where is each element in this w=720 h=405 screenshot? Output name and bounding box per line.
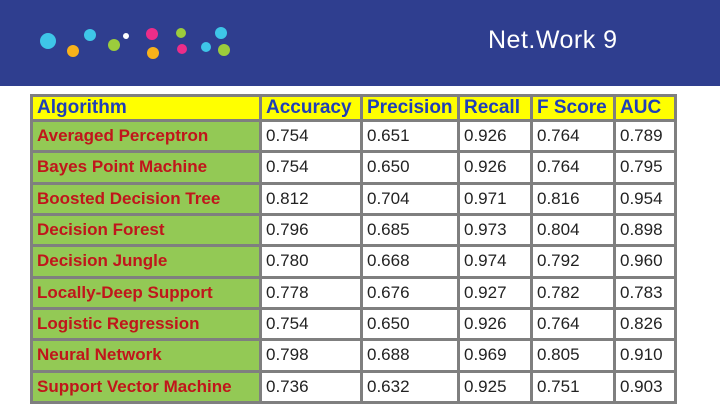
f-score-cell: 0.751: [533, 372, 613, 401]
f-score-cell: 0.804: [533, 215, 613, 245]
table-row: Support Vector Machine 0.736 0.632 0.925…: [33, 372, 674, 401]
algorithm-cell: Boosted Decision Tree: [33, 184, 259, 213]
dot: [201, 42, 211, 52]
decorative-dots-logo: [40, 27, 230, 59]
recall-cell: 0.926: [460, 153, 530, 182]
f-score-cell: 0.764: [533, 153, 613, 182]
header-precision: Precision: [363, 97, 457, 119]
dot: [215, 27, 227, 39]
accuracy-cell: 0.812: [262, 184, 360, 213]
f-score-cell: 0.764: [533, 309, 613, 339]
f-score-cell: 0.792: [533, 247, 613, 276]
algorithm-cell: Support Vector Machine: [33, 372, 259, 401]
precision-cell: 0.688: [363, 341, 457, 370]
recall-cell: 0.971: [460, 184, 530, 213]
algorithm-cell: Neural Network: [33, 341, 259, 370]
recall-cell: 0.973: [460, 215, 530, 245]
accuracy-cell: 0.798: [262, 341, 360, 370]
accuracy-cell: 0.796: [262, 215, 360, 245]
table-row: Decision Jungle 0.780 0.668 0.974 0.792 …: [33, 247, 674, 276]
auc-cell: 0.789: [616, 122, 674, 151]
table-row: Decision Forest 0.796 0.685 0.973 0.804 …: [33, 215, 674, 245]
accuracy-cell: 0.736: [262, 372, 360, 401]
recall-cell: 0.926: [460, 122, 530, 151]
dot: [40, 33, 56, 49]
table-row: Locally-Deep Support 0.778 0.676 0.927 0…: [33, 278, 674, 307]
table-row: Logistic Regression 0.754 0.650 0.926 0.…: [33, 309, 674, 339]
precision-cell: 0.651: [363, 122, 457, 151]
table-row: Neural Network 0.798 0.688 0.969 0.805 0…: [33, 341, 674, 370]
table-row: Boosted Decision Tree 0.812 0.704 0.971 …: [33, 184, 674, 213]
auc-cell: 0.960: [616, 247, 674, 276]
accuracy-cell: 0.778: [262, 278, 360, 307]
f-score-cell: 0.805: [533, 341, 613, 370]
auc-cell: 0.910: [616, 341, 674, 370]
algorithm-cell: Decision Jungle: [33, 247, 259, 276]
accuracy-cell: 0.754: [262, 122, 360, 151]
dot: [147, 47, 159, 59]
auc-cell: 0.795: [616, 153, 674, 182]
header-recall: Recall: [460, 97, 530, 119]
dot: [108, 39, 120, 51]
precision-cell: 0.668: [363, 247, 457, 276]
precision-cell: 0.685: [363, 215, 457, 245]
dot: [67, 45, 79, 57]
auc-cell: 0.783: [616, 278, 674, 307]
f-score-cell: 0.782: [533, 278, 613, 307]
recall-cell: 0.974: [460, 247, 530, 276]
slide-title: Net.Work 9: [488, 26, 618, 54]
precision-cell: 0.632: [363, 372, 457, 401]
auc-cell: 0.903: [616, 372, 674, 401]
dot: [84, 29, 96, 41]
header-auc: AUC: [616, 97, 674, 119]
algorithm-cell: Decision Forest: [33, 215, 259, 245]
precision-cell: 0.650: [363, 153, 457, 182]
header-f-score: F Score: [533, 97, 613, 119]
precision-cell: 0.676: [363, 278, 457, 307]
results-table-container: Algorithm Accuracy Precision Recall F Sc…: [30, 94, 677, 404]
recall-cell: 0.927: [460, 278, 530, 307]
precision-cell: 0.650: [363, 309, 457, 339]
auc-cell: 0.954: [616, 184, 674, 213]
recall-cell: 0.925: [460, 372, 530, 401]
f-score-cell: 0.816: [533, 184, 613, 213]
auc-cell: 0.898: [616, 215, 674, 245]
algorithm-cell: Averaged Perceptron: [33, 122, 259, 151]
table-row: Averaged Perceptron 0.754 0.651 0.926 0.…: [33, 122, 674, 151]
algorithm-cell: Bayes Point Machine: [33, 153, 259, 182]
accuracy-cell: 0.780: [262, 247, 360, 276]
title-banner: Net.Work 9: [0, 0, 720, 86]
recall-cell: 0.926: [460, 309, 530, 339]
accuracy-cell: 0.754: [262, 153, 360, 182]
table-header-row: Algorithm Accuracy Precision Recall F Sc…: [33, 97, 674, 119]
precision-cell: 0.704: [363, 184, 457, 213]
auc-cell: 0.826: [616, 309, 674, 339]
recall-cell: 0.969: [460, 341, 530, 370]
algorithm-cell: Locally-Deep Support: [33, 278, 259, 307]
header-algorithm: Algorithm: [33, 97, 259, 119]
dot: [176, 28, 186, 38]
algorithm-cell: Logistic Regression: [33, 309, 259, 339]
accuracy-cell: 0.754: [262, 309, 360, 339]
f-score-cell: 0.764: [533, 122, 613, 151]
dot: [146, 28, 158, 40]
dot: [123, 33, 129, 39]
table-row: Bayes Point Machine 0.754 0.650 0.926 0.…: [33, 153, 674, 182]
header-accuracy: Accuracy: [262, 97, 360, 119]
dot: [177, 44, 187, 54]
results-table: Algorithm Accuracy Precision Recall F Sc…: [30, 94, 677, 404]
dot: [218, 44, 230, 56]
